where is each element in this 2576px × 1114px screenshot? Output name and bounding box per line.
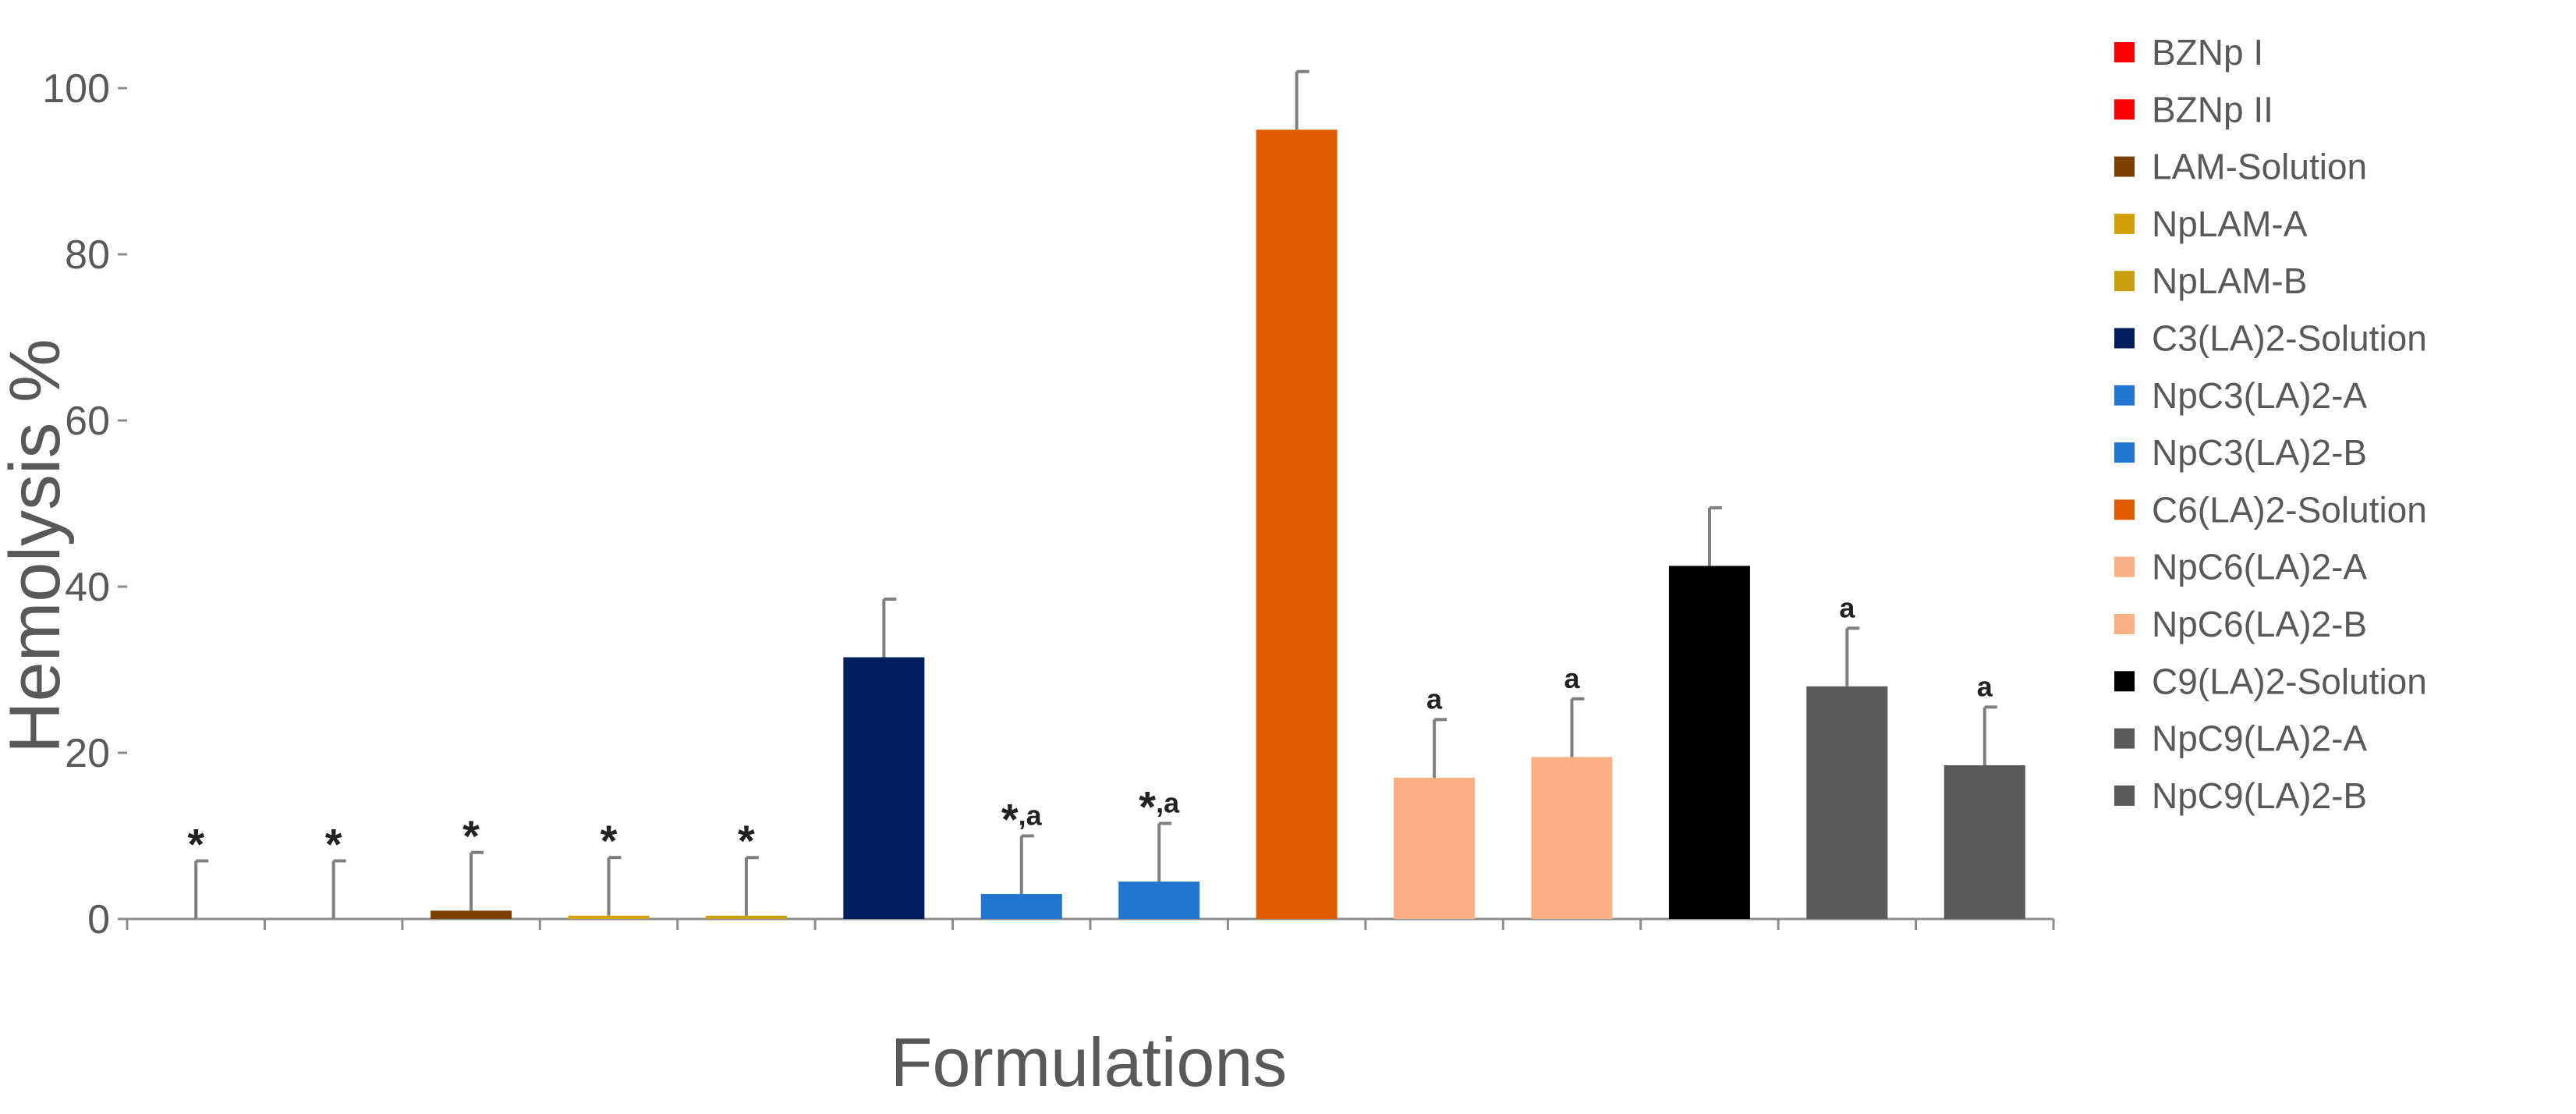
bar-12 bbox=[1806, 686, 1888, 919]
annotation-6: *,a bbox=[1001, 795, 1043, 844]
error-bars bbox=[194, 69, 1997, 919]
legend: BZNp I BZNp II LAM-Solution NpLAM-A NpLAM-B C… bbox=[2114, 32, 2427, 816]
legend-swatch-1 bbox=[2114, 99, 2135, 120]
bar-8 bbox=[1256, 129, 1338, 919]
annotation-12: a bbox=[1839, 591, 1855, 623]
legend-label-3: NpLAM-A bbox=[2152, 204, 2308, 244]
legend-swatch-11 bbox=[2114, 671, 2135, 692]
legend-label-1: BZNp II bbox=[2152, 89, 2273, 129]
y-tick-label-0: 0 bbox=[87, 897, 110, 942]
legend-swatch-10 bbox=[2114, 614, 2135, 634]
bars bbox=[431, 129, 2025, 919]
legend-label-6: NpC3(LA)2-A bbox=[2152, 375, 2367, 416]
legend-swatch-12 bbox=[2114, 728, 2135, 749]
y-tick-label-3: 60 bbox=[65, 399, 110, 444]
bar-2 bbox=[431, 910, 512, 919]
y-tick-label-1: 20 bbox=[65, 731, 110, 776]
significance-annotations: * * * * * *,a *,a a a a a bbox=[187, 591, 1993, 868]
bar-11 bbox=[1668, 566, 1750, 919]
legend-label-0: BZNp I bbox=[2152, 32, 2263, 73]
annotation-7: *,a bbox=[1139, 782, 1180, 832]
bar-9 bbox=[1394, 777, 1476, 919]
legend-label-12: NpC9(LA)2-A bbox=[2152, 718, 2367, 759]
legend-label-5: C3(LA)2-Solution bbox=[2152, 318, 2427, 359]
legend-label-7: NpC3(LA)2-B bbox=[2152, 432, 2367, 473]
legend-swatch-6 bbox=[2114, 385, 2135, 406]
legend-label-4: NpLAM-B bbox=[2152, 261, 2307, 301]
annotation-9: a bbox=[1426, 683, 1443, 715]
bar-5 bbox=[843, 657, 925, 919]
legend-label-10: NpC6(LA)2-B bbox=[2152, 604, 2367, 644]
y-tick-label-2: 40 bbox=[65, 565, 110, 610]
y-tick-label-5: 100 bbox=[42, 66, 110, 112]
bar-6 bbox=[980, 894, 1062, 919]
legend-swatch-5 bbox=[2114, 328, 2135, 349]
legend-swatch-0 bbox=[2114, 42, 2135, 62]
annotation-4: * bbox=[738, 816, 755, 865]
annotation-0: * bbox=[187, 819, 204, 868]
legend-swatch-7 bbox=[2114, 442, 2135, 463]
annotation-1: * bbox=[325, 819, 342, 868]
legend-label-11: C9(LA)2-Solution bbox=[2152, 661, 2427, 701]
bar-13 bbox=[1944, 765, 2025, 919]
bar-3 bbox=[568, 915, 650, 919]
legend-swatch-2 bbox=[2114, 156, 2135, 177]
annotation-10: a bbox=[1564, 662, 1580, 694]
bar-10 bbox=[1531, 757, 1613, 919]
axes: 0 20 40 60 80 100 bbox=[42, 66, 2055, 942]
bar-4 bbox=[705, 915, 787, 919]
legend-swatch-9 bbox=[2114, 556, 2135, 577]
legend-label-2: LAM-Solution bbox=[2152, 147, 2367, 187]
annotation-3: * bbox=[601, 816, 618, 865]
legend-swatch-13 bbox=[2114, 785, 2135, 806]
y-tick-label-4: 80 bbox=[65, 232, 110, 278]
x-axis-title: Formulations bbox=[891, 1024, 1288, 1101]
annotation-2: * bbox=[462, 811, 480, 860]
legend-label-9: NpC6(LA)2-A bbox=[2152, 547, 2367, 587]
legend-swatch-4 bbox=[2114, 271, 2135, 292]
legend-label-8: C6(LA)2-Solution bbox=[2152, 489, 2427, 530]
bar-7 bbox=[1118, 882, 1200, 919]
legend-swatch-8 bbox=[2114, 499, 2135, 520]
legend-swatch-3 bbox=[2114, 213, 2135, 234]
annotation-13: a bbox=[1977, 670, 1993, 702]
y-axis-title: Hemolysis % bbox=[0, 339, 75, 754]
legend-label-13: NpC9(LA)2-B bbox=[2152, 775, 2367, 816]
